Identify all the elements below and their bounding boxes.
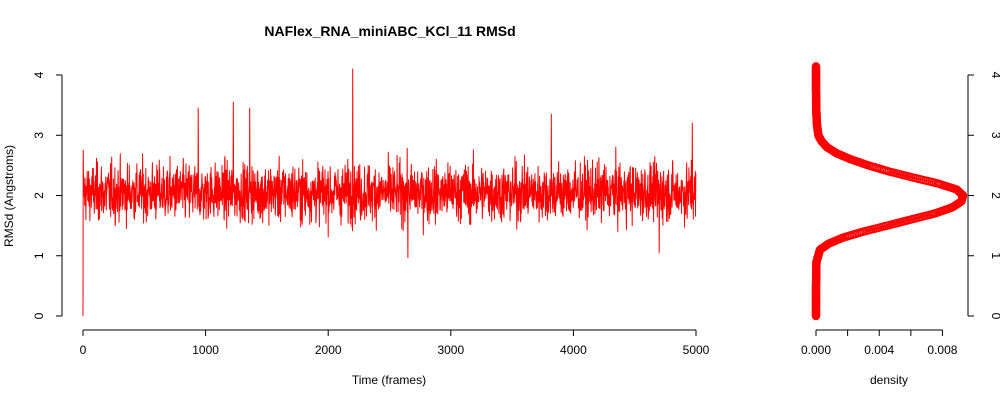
density-x-axis-label: density (870, 373, 908, 387)
y-axis-ticks: 0 1 2 3 4 (32, 71, 62, 319)
y-tick-label: 0 (32, 312, 46, 319)
rmsd-series-line (82, 68, 697, 317)
rmsd-time-series-panel: 0 1000 2000 3000 4000 5000 0 1 2 3 4 Time (frames… (2, 68, 710, 387)
density-x-axis-ticks: 0.000 0.004 0.008 (801, 330, 958, 357)
y-tick-label: 2 (32, 192, 46, 199)
density-y-tick-label: 0 (989, 313, 1000, 320)
x-tick-label: 5000 (683, 343, 710, 357)
density-x-tick-label: 0.008 (927, 343, 957, 357)
x-tick-label: 0 (80, 343, 87, 357)
x-tick-label: 2000 (315, 343, 342, 357)
density-y-tick-label: 3 (989, 132, 1000, 139)
y-tick-label: 1 (32, 252, 46, 259)
x-tick-label: 3000 (437, 343, 464, 357)
chart-title: NAFlex_RNA_miniABC_KCl_11 RMSd (264, 23, 515, 39)
density-point (811, 62, 821, 71)
x-axis-ticks: 0 1000 2000 3000 4000 5000 (80, 330, 710, 357)
density-y-tick-label: 2 (989, 192, 1000, 199)
x-tick-label: 1000 (192, 343, 219, 357)
y-tick-label: 3 (32, 132, 46, 139)
density-y-tick-label: 1 (989, 252, 1000, 259)
density-y-tick-label: 4 (989, 72, 1000, 79)
density-curve (811, 62, 968, 321)
density-x-tick-label: 0.000 (801, 343, 831, 357)
x-tick-label: 4000 (560, 343, 587, 357)
x-axis-label: Time (frames) (352, 373, 426, 387)
y-axis-label: RMSd (Angstroms) (2, 145, 16, 247)
density-y-axis-ticks: 0 1 2 3 4 (968, 72, 1000, 320)
y-tick-label: 4 (32, 71, 46, 78)
density-x-tick-label: 0.004 (864, 343, 894, 357)
density-panel: 0.000 0.004 0.008 0 1 2 3 4 density (801, 62, 1000, 387)
